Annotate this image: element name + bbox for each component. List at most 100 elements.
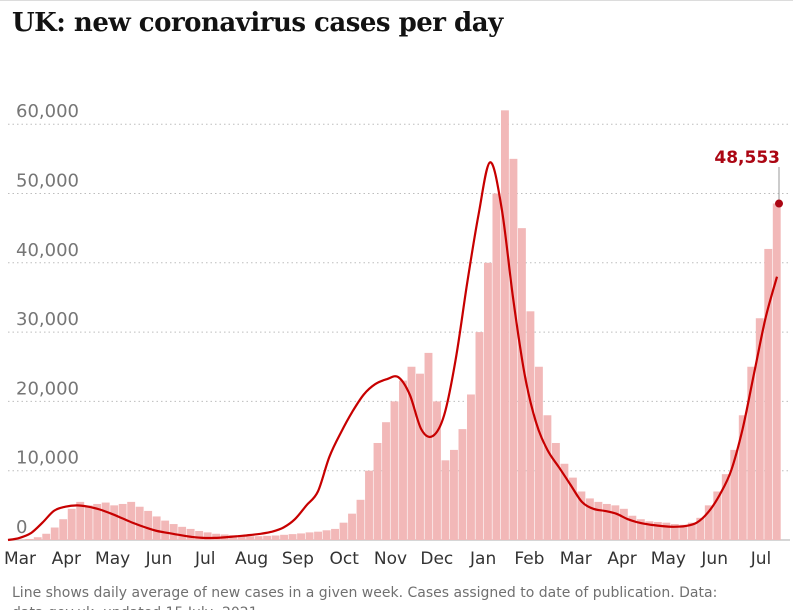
latest-value-annotation: 48,553 bbox=[714, 148, 783, 208]
case-bar bbox=[101, 502, 110, 540]
case-bar bbox=[424, 352, 433, 540]
case-bar bbox=[246, 536, 255, 540]
x-tick-label: Mar bbox=[560, 549, 592, 569]
case-bar bbox=[331, 528, 339, 540]
case-bar bbox=[186, 528, 195, 540]
case-bar bbox=[407, 366, 416, 540]
case-bar bbox=[730, 449, 739, 540]
x-tick-label: Jun bbox=[700, 549, 728, 569]
top-rule bbox=[0, 0, 793, 1]
x-tick-label: May bbox=[651, 549, 686, 569]
x-tick-label: Jan bbox=[469, 549, 496, 569]
case-bar bbox=[602, 503, 611, 540]
case-bar bbox=[653, 521, 662, 540]
case-bar bbox=[704, 505, 713, 540]
case-bar bbox=[433, 401, 441, 540]
x-tick-label: Apr bbox=[607, 549, 636, 569]
x-tick-label: Jul bbox=[750, 549, 772, 569]
case-bar bbox=[110, 505, 119, 540]
x-axis-labels: Mar Apr May Jun Jul Aug Sep Oct Nov Dec Jan Feb Mar A… bbox=[4, 549, 771, 569]
case-bar bbox=[492, 193, 501, 540]
case-bar bbox=[475, 332, 484, 540]
y-tick-label: 20,000 bbox=[16, 378, 79, 399]
annotation-label: 48,553 bbox=[714, 148, 780, 168]
case-bar bbox=[764, 248, 773, 540]
case-bar bbox=[483, 262, 492, 540]
case-bar bbox=[203, 532, 212, 540]
case-bar bbox=[25, 538, 34, 540]
x-tick-label: Feb bbox=[514, 549, 544, 569]
case-bar bbox=[551, 442, 560, 540]
case-bar bbox=[568, 477, 577, 540]
case-bar bbox=[178, 526, 187, 540]
case-bar bbox=[42, 533, 51, 540]
x-tick-label: Jul bbox=[194, 549, 216, 569]
case-bar bbox=[526, 311, 535, 540]
case-bar bbox=[670, 524, 679, 540]
case-bar bbox=[390, 401, 399, 540]
case-bar bbox=[322, 530, 331, 540]
case-bar bbox=[645, 521, 654, 540]
case-bar bbox=[721, 474, 730, 540]
case-bar bbox=[161, 520, 170, 540]
case-bar bbox=[356, 499, 365, 540]
y-tick-label: 60,000 bbox=[16, 101, 79, 122]
x-tick-label: Jun bbox=[145, 549, 173, 569]
case-bar bbox=[594, 501, 603, 540]
weekly-average-line bbox=[7, 161, 779, 542]
case-bar bbox=[517, 228, 526, 540]
x-tick-label: Aug bbox=[235, 549, 268, 569]
case-bar bbox=[628, 515, 637, 540]
case-bar bbox=[441, 460, 450, 540]
y-tick-label: 0 bbox=[16, 517, 27, 538]
case-bar bbox=[772, 203, 781, 540]
case-bar bbox=[679, 524, 688, 540]
case-bar bbox=[365, 470, 373, 540]
case-bar bbox=[399, 380, 407, 540]
case-bar bbox=[543, 415, 552, 540]
x-tick-label: Apr bbox=[52, 549, 81, 569]
case-bar bbox=[254, 536, 263, 540]
case-bar bbox=[169, 524, 178, 540]
case-bar bbox=[467, 394, 475, 540]
chart-title: UK: new coronavirus cases per day bbox=[12, 8, 503, 38]
case-bar bbox=[93, 503, 102, 540]
case-bar bbox=[314, 531, 322, 540]
case-bar bbox=[348, 513, 356, 540]
y-tick-label: 10,000 bbox=[16, 448, 79, 469]
case-bar bbox=[67, 508, 76, 540]
case-bar bbox=[237, 535, 246, 540]
case-bar bbox=[687, 522, 696, 540]
case-bar bbox=[50, 527, 59, 540]
y-tick-label: 50,000 bbox=[16, 171, 79, 192]
y-axis-labels: 0 10,000 20,000 30,000 40,000 50,000 60,000 bbox=[16, 101, 79, 538]
case-bar bbox=[76, 501, 85, 540]
case-bar bbox=[297, 533, 306, 540]
case-bar bbox=[450, 449, 458, 540]
case-bar bbox=[382, 422, 390, 540]
case-bar bbox=[696, 517, 705, 540]
daily-cases-bars bbox=[16, 110, 781, 540]
x-tick-label: Dec bbox=[420, 549, 453, 569]
case-bar bbox=[263, 535, 272, 540]
x-tick-label: Oct bbox=[329, 549, 359, 569]
gridlines bbox=[8, 123, 790, 541]
case-bar bbox=[755, 318, 764, 540]
case-bar bbox=[305, 532, 314, 540]
case-bar bbox=[339, 522, 348, 540]
y-tick-label: 40,000 bbox=[16, 240, 79, 261]
case-bar bbox=[662, 522, 671, 540]
case-bar bbox=[84, 505, 93, 540]
case-bar bbox=[713, 491, 722, 540]
case-bar bbox=[33, 537, 42, 540]
case-bar bbox=[747, 366, 756, 540]
x-tick-label: May bbox=[95, 549, 130, 569]
case-bar bbox=[619, 508, 628, 540]
case-bar bbox=[585, 498, 594, 540]
latest-value-dot bbox=[775, 199, 783, 208]
case-bar bbox=[288, 534, 297, 540]
case-bar bbox=[458, 429, 467, 540]
x-tick-label: Nov bbox=[374, 549, 407, 569]
case-bar bbox=[271, 535, 280, 540]
case-bar bbox=[135, 506, 144, 540]
